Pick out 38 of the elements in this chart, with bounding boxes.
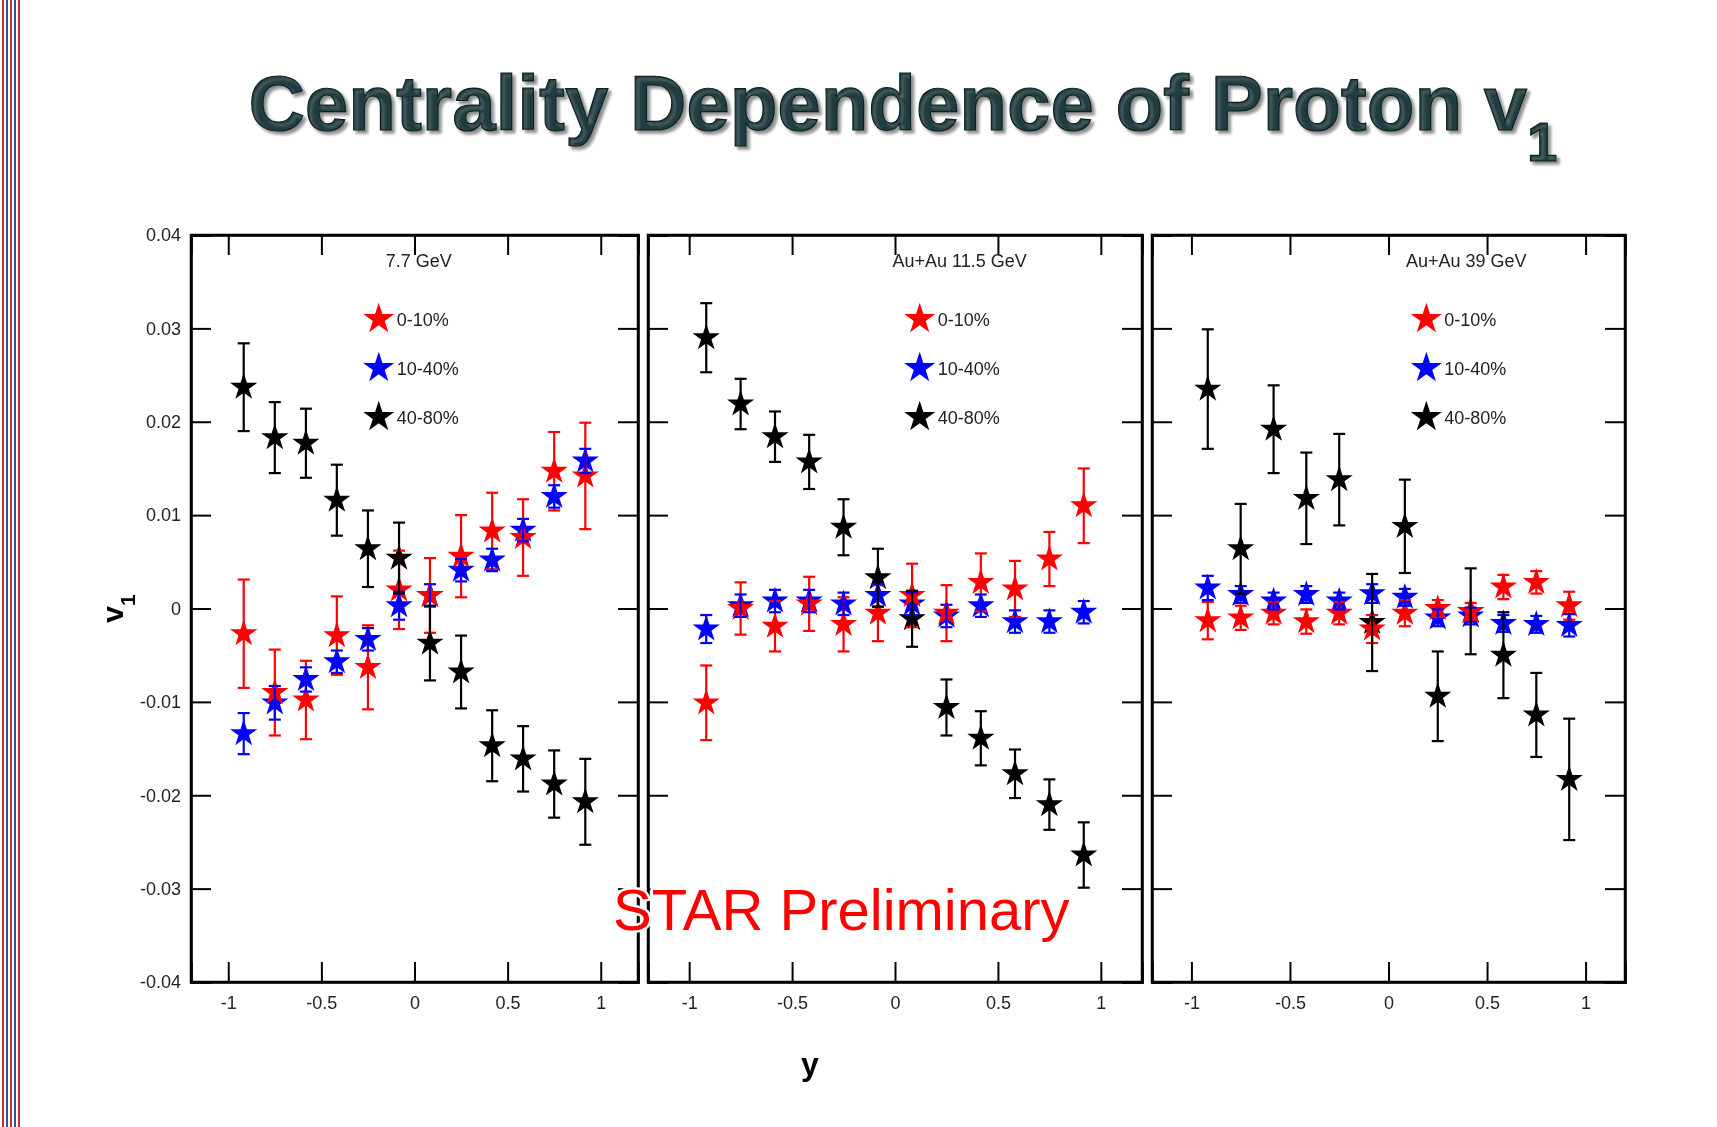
y-tick-label: -0.03	[139, 878, 181, 899]
x-tick-label: 0	[890, 992, 901, 1013]
legend-label: 0-10%	[1444, 310, 1497, 330]
y-tick-label: -0.02	[139, 785, 181, 806]
x-tick-label: -0.5	[777, 992, 809, 1013]
y-tick-label: -0.01	[139, 692, 181, 713]
y-tick-label: 0.03	[145, 318, 181, 339]
y-tick-label: -0.04	[139, 972, 181, 993]
legend-title: 7.7 GeV	[385, 251, 452, 271]
x-tick-label: 0	[409, 992, 421, 1013]
x-tick-label: 1	[1581, 992, 1592, 1013]
y-tick-label: 0	[170, 598, 181, 619]
text: Centrality Dependence of Proton v$_{1}$	[248, 59, 1558, 173]
x-tick-label: -1	[681, 992, 698, 1013]
x-tick-label: 0.5	[1475, 992, 1501, 1013]
legend-label: 40-80%	[1444, 408, 1507, 428]
legend-label: 10-40%	[396, 359, 459, 379]
legend-title: Au+Au 11.5 GeV	[892, 251, 1027, 271]
x-axis-title: y	[801, 1046, 820, 1082]
x-tick-label: 1	[1096, 992, 1107, 1013]
x-tick-label: 0	[1383, 992, 1395, 1013]
legend-label: 0-10%	[396, 310, 449, 330]
legend-label: 40-80%	[396, 408, 459, 428]
x-tick-label: -0.5	[306, 992, 338, 1013]
x-tick-label: 0.5	[495, 992, 521, 1013]
y-tick-label: 0.04	[145, 225, 181, 246]
legend-label: 0-10%	[937, 310, 990, 330]
legend-label: 10-40%	[937, 359, 1000, 379]
y-tick-label: 0.01	[145, 505, 181, 526]
x-tick-label: -1	[1183, 992, 1200, 1013]
legend-label: 40-80%	[937, 408, 1000, 428]
x-tick-label: -0.5	[1274, 992, 1306, 1013]
legend-label: 10-40%	[1444, 359, 1507, 379]
y-tick-label: 0.02	[145, 412, 181, 433]
x-tick-label: -1	[220, 992, 237, 1013]
legend-title: Au+Au 39 GeV	[1406, 251, 1527, 271]
x-tick-label: 0.5	[985, 992, 1011, 1013]
x-tick-label: 1	[596, 992, 607, 1013]
